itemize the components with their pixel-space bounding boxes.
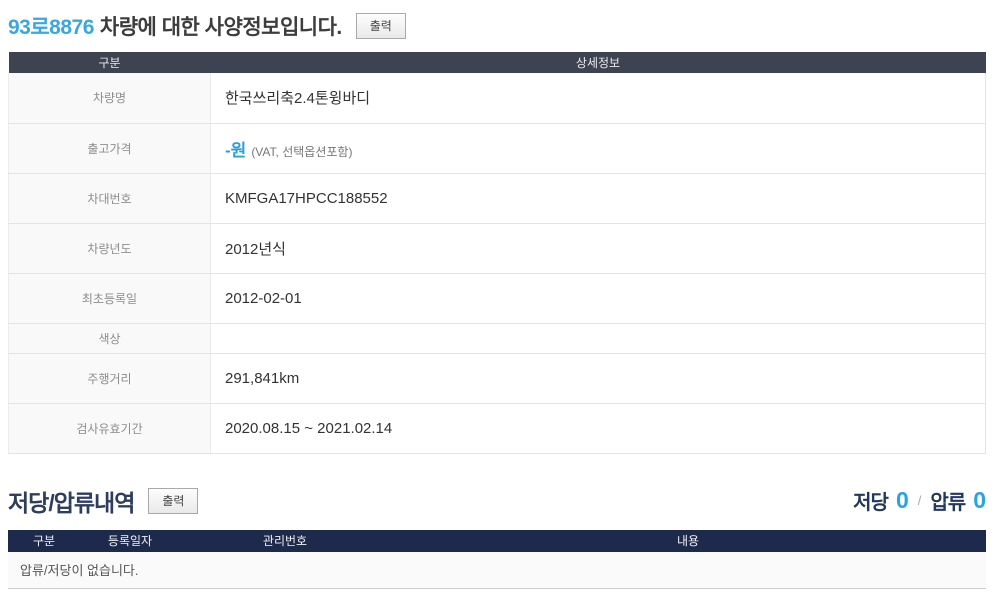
lien-header-category: 구분: [8, 529, 80, 552]
spec-row-label: 검사유효기간: [8, 403, 211, 454]
spec-row: 차량명 한국쓰리축2.4톤윙바디: [8, 73, 986, 124]
spec-table-body: 차량명 한국쓰리축2.4톤윙바디 출고가격 -원 (VAT, 선택옵션포함) 차대번호 KM…: [8, 73, 986, 454]
seizure-count: 0: [973, 487, 986, 513]
spec-row: 출고가격 -원 (VAT, 선택옵션포함): [8, 123, 986, 174]
spec-row-value: 2012-02-01: [210, 273, 986, 324]
spec-row-value: 한국쓰리축2.4톤윙바디: [210, 73, 986, 124]
spec-row: 최초등록일 2012-02-01: [8, 273, 986, 324]
lien-empty-message: 압류/저당이 없습니다.: [8, 551, 986, 589]
spec-row: 색상: [8, 323, 986, 354]
summary-separator: /: [917, 493, 922, 508]
spec-row-label: 최초등록일: [8, 273, 211, 324]
plate-number: 93로8876: [8, 16, 94, 39]
spec-row-value: 2012년식: [210, 223, 986, 274]
spec-row-value: 2020.08.15 ~ 2021.02.14: [210, 403, 986, 454]
spec-header-detail: 상세정보: [210, 52, 986, 73]
price-value: -원: [225, 140, 247, 160]
lien-header-reg-date: 등록일자: [80, 529, 180, 552]
spec-row-label: 차량명: [8, 73, 211, 124]
spec-row-label: 차량년도: [8, 223, 211, 274]
spec-row-value: KMFGA17HPCC188552: [210, 173, 986, 224]
spec-table-header-row: 구분 상세정보: [8, 52, 986, 73]
page-title-suffix: 차량에 대한 사양정보입니다.: [99, 16, 342, 39]
mortgage-label: 저당: [853, 492, 889, 514]
lien-section-bar: 저당/압류내역 출력 저당 0 / 압류 0: [8, 484, 986, 518]
spec-row-value: [210, 323, 986, 354]
spec-header-category: 구분: [8, 52, 211, 73]
price-note: (VAT, 선택옵션포함): [251, 144, 353, 159]
spec-row: 차량년도 2012년식: [8, 223, 986, 274]
spec-row-value: 291,841km: [210, 353, 986, 404]
spec-row-label: 차대번호: [8, 173, 211, 224]
lien-table: 구분 등록일자 관리번호 내용 압류/저당이 없습니다.: [8, 529, 986, 589]
spec-row-label: 출고가격: [8, 123, 211, 174]
print-spec-button[interactable]: 출력: [355, 13, 406, 39]
spec-row: 주행거리 291,841km: [8, 353, 986, 404]
mortgage-count: 0: [895, 487, 909, 513]
lien-table-header-row: 구분 등록일자 관리번호 내용: [8, 529, 986, 552]
seizure-label: 압류: [930, 492, 966, 514]
spec-row-value: -원 (VAT, 선택옵션포함): [210, 123, 986, 174]
page-title-bar: 93로8876 차량에 대한 사양정보입니다. 출력: [8, 8, 997, 44]
lien-header-content: 내용: [390, 529, 986, 552]
spec-row: 검사유효기간 2020.08.15 ~ 2021.02.14: [8, 403, 986, 454]
spec-row: 차대번호 KMFGA17HPCC188552: [8, 173, 986, 224]
lien-section-title: 저당/압류내역: [8, 489, 135, 516]
spec-row-label: 색상: [8, 323, 211, 354]
lien-summary: 저당 0 / 압류 0: [853, 486, 986, 515]
spec-row-label: 주행거리: [8, 353, 211, 404]
lien-empty-row: 압류/저당이 없습니다.: [8, 551, 986, 589]
lien-header-mgmt-number: 관리번호: [180, 529, 390, 552]
page-title: 93로8876 차량에 대한 사양정보입니다.: [8, 11, 342, 41]
print-lien-button[interactable]: 출력: [148, 487, 199, 514]
spec-table: 구분 상세정보 차량명 한국쓰리축2.4톤윙바디 출고가격 -원 (VAT, 선택옵션포…: [8, 52, 986, 454]
